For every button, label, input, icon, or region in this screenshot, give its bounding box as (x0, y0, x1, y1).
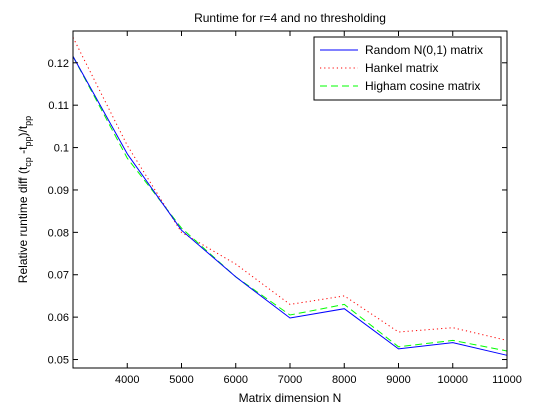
legend-label-1: Hankel matrix (365, 61, 438, 75)
y-label-sub-pp2: pp (23, 116, 33, 126)
x-tick-label: 6000 (224, 374, 248, 386)
x-tick-label: 4000 (115, 374, 139, 386)
x-axis-label: Matrix dimension N (239, 391, 342, 405)
y-tick-label: 0.05 (48, 355, 69, 367)
y-tick-label: 0.12 (48, 58, 69, 70)
y-tick-label: 0.09 (48, 185, 69, 197)
series-layer (72, 37, 508, 356)
legend: Random N(0,1) matrix Hankel matrix Higham … (313, 36, 502, 101)
y-label-prefix: Relative runtime diff (t (16, 166, 30, 283)
legend-box (313, 36, 502, 101)
y-tick-label: 0.1 (54, 143, 69, 155)
x-tick-label: 8000 (332, 374, 356, 386)
y-tick-label: 0.08 (48, 227, 69, 239)
series-line-2 (72, 56, 508, 352)
ticks-layer: 4000 5000 6000 7000 8000 9000 10000 11000 0.05 0.… (48, 31, 522, 386)
y-tick-label: 0.11 (48, 100, 69, 112)
y-label-suffix: )/t (16, 125, 30, 136)
y-label-middle: -t (16, 146, 30, 157)
series-line-0 (72, 56, 508, 356)
x-tick-label: 11000 (492, 374, 522, 386)
y-tick-label: 0.06 (48, 312, 69, 324)
x-tick-label: 10000 (437, 374, 468, 386)
y-label-sub-cp: cp (23, 157, 33, 167)
x-tick-label: 9000 (386, 374, 410, 386)
legend-label-2: Higham cosine matrix (365, 79, 480, 93)
y-tick-label: 0.07 (48, 270, 69, 282)
legend-items: Random N(0,1) matrix Hankel matrix Higham … (320, 43, 483, 93)
series-line-1 (72, 37, 508, 341)
y-label-sub-pp1: pp (23, 136, 33, 146)
chart-title: Runtime for r=4 and no thresholding (194, 11, 386, 25)
x-tick-label: 5000 (169, 374, 193, 386)
y-axis-label: Relative runtime diff (tcp -tpp)/tpp (16, 116, 33, 283)
legend-label-0: Random N(0,1) matrix (365, 43, 483, 57)
x-tick-label: 7000 (278, 374, 302, 386)
